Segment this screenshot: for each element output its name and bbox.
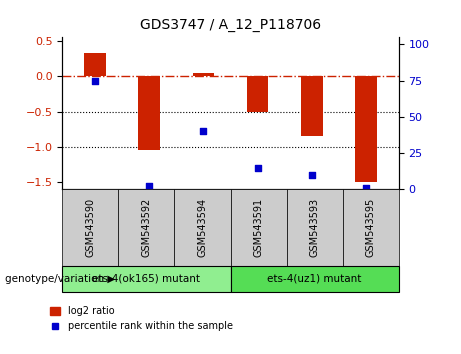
Text: GSM543594: GSM543594 xyxy=(197,198,207,257)
Point xyxy=(91,78,99,84)
Bar xyxy=(138,76,160,150)
Bar xyxy=(84,53,106,76)
Text: GSM543591: GSM543591 xyxy=(254,198,264,257)
Point xyxy=(362,185,370,191)
Text: GSM543592: GSM543592 xyxy=(142,198,151,257)
Point xyxy=(308,172,316,178)
Text: genotype/variation ▶: genotype/variation ▶ xyxy=(5,274,115,284)
Bar xyxy=(247,76,268,112)
Point xyxy=(145,184,153,189)
Point xyxy=(254,165,261,171)
Text: GDS3747 / A_12_P118706: GDS3747 / A_12_P118706 xyxy=(140,18,321,32)
Bar xyxy=(355,76,377,182)
Point xyxy=(200,129,207,134)
Text: GSM543590: GSM543590 xyxy=(85,198,95,257)
Legend: log2 ratio, percentile rank within the sample: log2 ratio, percentile rank within the s… xyxy=(47,302,236,335)
Text: GSM543595: GSM543595 xyxy=(366,198,376,257)
Text: ets-4(ok165) mutant: ets-4(ok165) mutant xyxy=(92,274,201,284)
Bar xyxy=(193,73,214,76)
Text: ets-4(uz1) mutant: ets-4(uz1) mutant xyxy=(267,274,362,284)
Text: GSM543593: GSM543593 xyxy=(310,198,319,257)
Bar xyxy=(301,76,323,136)
